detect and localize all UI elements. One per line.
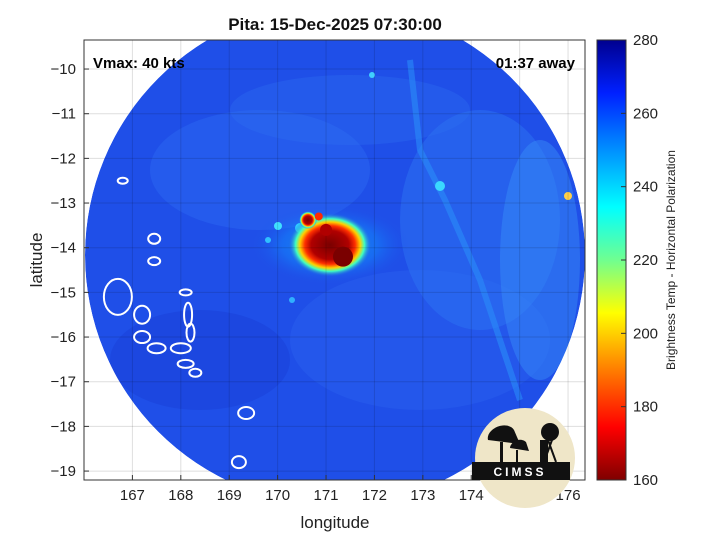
island-outline <box>169 342 192 355</box>
island-outline <box>237 405 256 420</box>
feature-marks <box>314 212 353 267</box>
colorbar-tick-label: 260 <box>633 105 658 122</box>
x-tick-label: 172 <box>362 487 387 504</box>
x-tick-label: 167 <box>120 487 145 504</box>
island-outline <box>147 256 162 267</box>
y-axis-ticks: −10 −11 −12 −13 −14 −15 −16 −17 −18 −19 <box>51 61 89 480</box>
y-tick-label: −17 <box>51 374 76 391</box>
x-tick-label: 174 <box>459 487 484 504</box>
island-outline <box>87 133 96 140</box>
colorbar-label: Brightness Temp - Horizontal Polarizatio… <box>664 150 678 370</box>
island-outline <box>176 358 195 369</box>
brightness-feature <box>332 246 353 267</box>
x-tick-label: 169 <box>217 487 242 504</box>
island-outline <box>133 304 152 325</box>
y-axis-label: latitude <box>27 233 46 288</box>
logo-text: CIMSS <box>493 465 546 479</box>
x-axis-label: longitude <box>300 513 369 532</box>
y-tick-label: −15 <box>51 284 76 301</box>
island-outline <box>147 232 162 245</box>
colorbar-tick-label: 180 <box>633 399 658 416</box>
y-tick-label: −14 <box>51 240 76 257</box>
y-tick-label: −19 <box>51 463 76 480</box>
y-tick-label: −13 <box>51 195 76 212</box>
brightness-feature <box>320 223 333 236</box>
colorbar-tick-label: 280 <box>633 32 658 49</box>
y-tick-label: −18 <box>51 418 76 435</box>
colorbar-tick-label: 160 <box>633 472 658 489</box>
colorbar-ticks: 280 260 240 220 200 180 160 <box>621 32 658 489</box>
island-outline <box>178 288 193 297</box>
x-tick-label: 170 <box>265 487 290 504</box>
y-tick-label: −10 <box>51 61 76 78</box>
island-outline <box>146 342 167 355</box>
island-outline <box>188 367 203 378</box>
y-tick-label: −11 <box>52 106 76 123</box>
x-tick-label: 168 <box>168 487 193 504</box>
cimss-logo: CIMSS <box>472 408 575 508</box>
y-tick-label: −16 <box>51 329 76 346</box>
y-tick-label: −12 <box>51 150 76 167</box>
island-outline <box>230 455 247 470</box>
figure-title: Pita: 15-Dec-2025 07:30:00 <box>228 15 442 34</box>
island-coastlines <box>87 133 256 470</box>
x-tick-label: 171 <box>314 487 339 504</box>
grid-lines <box>84 40 585 480</box>
brightness-feature <box>314 212 323 221</box>
colorbar: 280 260 240 220 200 180 160 Brightness Temp - … <box>596 32 678 489</box>
island-outline <box>133 330 152 345</box>
colorbar-tick-label: 200 <box>633 325 658 342</box>
away-label: 01:37 away <box>496 55 576 72</box>
island-outline <box>185 322 196 343</box>
island-outline <box>102 277 133 316</box>
x-tick-label: 173 <box>410 487 435 504</box>
vmax-label: Vmax: 40 kts <box>93 55 185 72</box>
colorbar-tick-label: 240 <box>633 179 658 196</box>
colorbar-tick-label: 220 <box>633 252 658 269</box>
island-outline <box>116 176 129 185</box>
